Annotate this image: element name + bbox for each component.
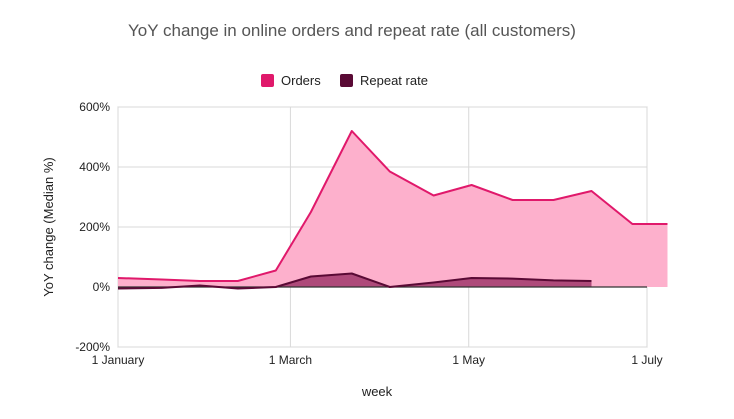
x-tick-label: 1 March <box>269 353 312 367</box>
y-axis-label: YoY change (Median %) <box>41 157 56 296</box>
series-area-orders <box>118 131 668 287</box>
x-axis-label: week <box>361 384 393 399</box>
series-areas <box>118 131 668 289</box>
y-tick-label: 200% <box>79 220 110 234</box>
x-tick-labels: 1 January 1 March 1 May 1 July <box>92 353 663 367</box>
chart-title: YoY change in online orders and repeat r… <box>128 21 576 40</box>
series-lines <box>117 130 668 290</box>
y-tick-label: 0% <box>93 280 111 294</box>
legend-label-orders: Orders <box>281 73 321 88</box>
legend: Orders Repeat rate <box>261 73 428 88</box>
legend-label-repeat-rate: Repeat rate <box>360 73 428 88</box>
series-line-orders <box>117 130 668 282</box>
legend-swatch-repeat-rate <box>340 74 353 87</box>
legend-swatch-orders <box>261 74 274 87</box>
y-tick-labels: 600% 400% 200% 0% -200% <box>75 100 110 354</box>
x-tick-label: 1 July <box>631 353 662 367</box>
y-tick-label: 400% <box>79 160 110 174</box>
y-tick-label: 600% <box>79 100 110 114</box>
x-tick-label: 1 May <box>452 353 485 367</box>
series-area-repeat-rate <box>118 273 592 289</box>
series-line-repeat-rate <box>117 272 592 290</box>
x-tick-label: 1 January <box>92 353 145 367</box>
y-tick-label: -200% <box>75 340 110 354</box>
